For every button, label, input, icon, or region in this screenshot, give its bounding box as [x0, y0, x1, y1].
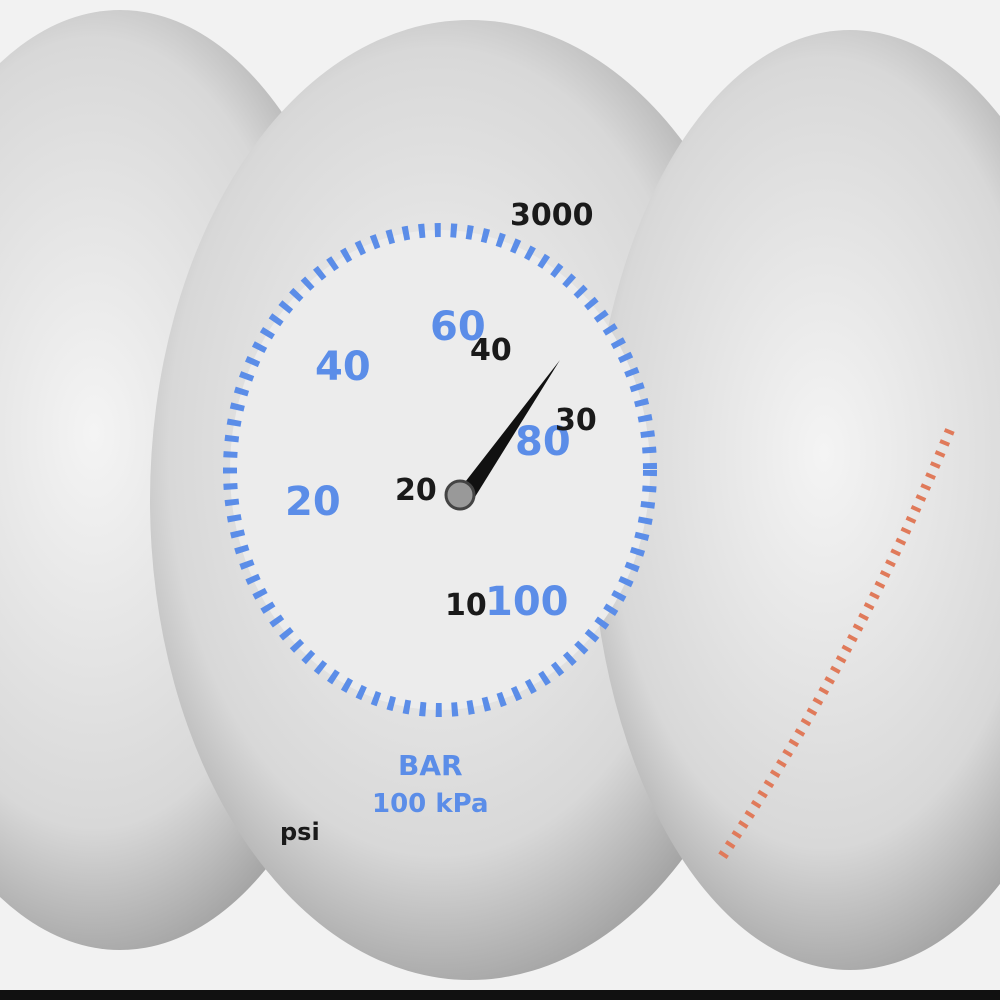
black-label-30: 30: [555, 403, 597, 438]
unit-bar: BAR: [398, 749, 463, 782]
unit-kpa: 100 kPa: [372, 789, 489, 819]
black-label-3000: 3000: [510, 198, 594, 233]
unit-psi: psi: [280, 818, 320, 846]
center-gauge-dial: [223, 223, 657, 717]
bottom-bar: [0, 990, 1000, 1000]
needle: [455, 360, 560, 505]
black-label-40: 40: [470, 333, 512, 368]
right-red-scale: [715, 428, 955, 863]
black-label-10: 10: [445, 588, 487, 623]
black-label-20: 20: [395, 473, 437, 508]
needle-hub: [444, 479, 476, 511]
right-gauge-bezel: [590, 30, 1000, 970]
blue-label-80: 80: [515, 419, 571, 465]
blue-label-20: 20: [285, 479, 341, 525]
blue-label-100: 100: [485, 579, 569, 625]
blue-label-40: 40: [315, 344, 371, 390]
blue-label-60: 60: [430, 304, 486, 350]
